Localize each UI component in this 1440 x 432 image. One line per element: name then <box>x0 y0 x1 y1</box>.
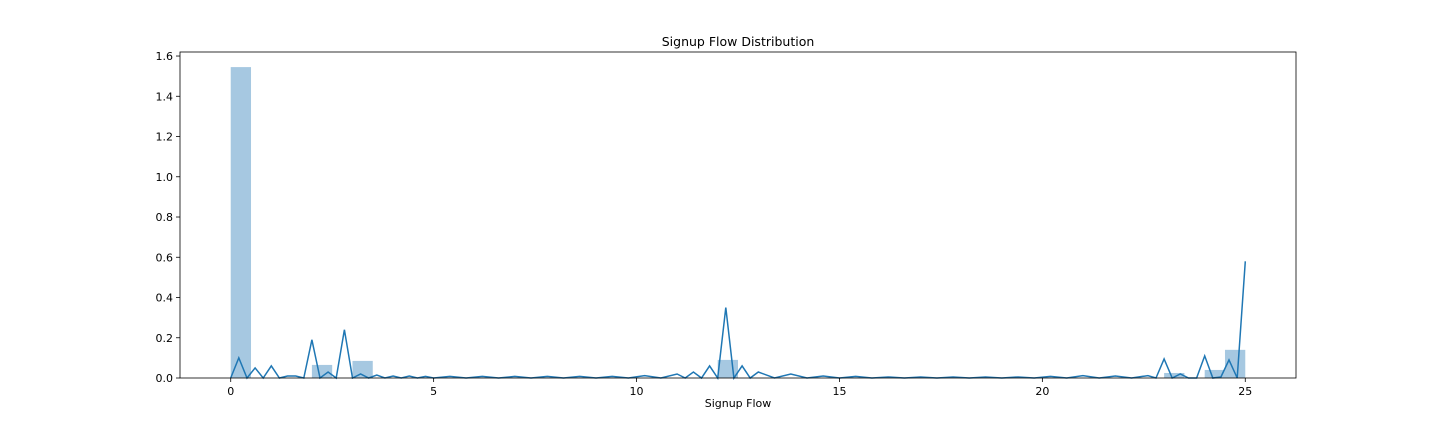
x-tick-label: 20 <box>1035 385 1049 398</box>
x-tick-label: 15 <box>832 385 846 398</box>
x-axis-label: Signup Flow <box>705 397 772 410</box>
x-tick-label: 10 <box>630 385 644 398</box>
y-axis-ticks: 0.0 0.2 0.4 0.6 0.8 1.0 1.2 1.4 1.6 <box>156 50 180 385</box>
y-tick-label: 0.4 <box>156 292 174 305</box>
histogram-bar <box>311 364 333 378</box>
y-tick-label: 1.0 <box>156 171 174 184</box>
histogram-bar <box>1224 349 1246 378</box>
chart-title: Signup Flow Distribution <box>662 34 815 49</box>
x-axis-ticks: 0 5 10 15 20 25 <box>227 378 1252 398</box>
y-tick-label: 0.2 <box>156 332 174 345</box>
histogram-bars <box>230 67 1246 378</box>
histogram-bar <box>352 360 373 378</box>
histogram-bar <box>1204 369 1225 378</box>
x-tick-label: 0 <box>227 385 234 398</box>
histogram-bar <box>230 67 252 378</box>
y-tick-label: 1.2 <box>156 131 174 144</box>
y-tick-label: 1.6 <box>156 50 174 63</box>
y-tick-label: 1.4 <box>156 90 174 103</box>
x-tick-label: 25 <box>1238 385 1252 398</box>
plot-frame <box>179 51 1297 379</box>
y-tick-label: 0.8 <box>156 211 174 224</box>
y-tick-label: 0.0 <box>156 372 174 385</box>
y-tick-label: 0.6 <box>156 251 174 264</box>
x-tick-label: 5 <box>430 385 437 398</box>
histogram-bar <box>1164 372 1185 378</box>
